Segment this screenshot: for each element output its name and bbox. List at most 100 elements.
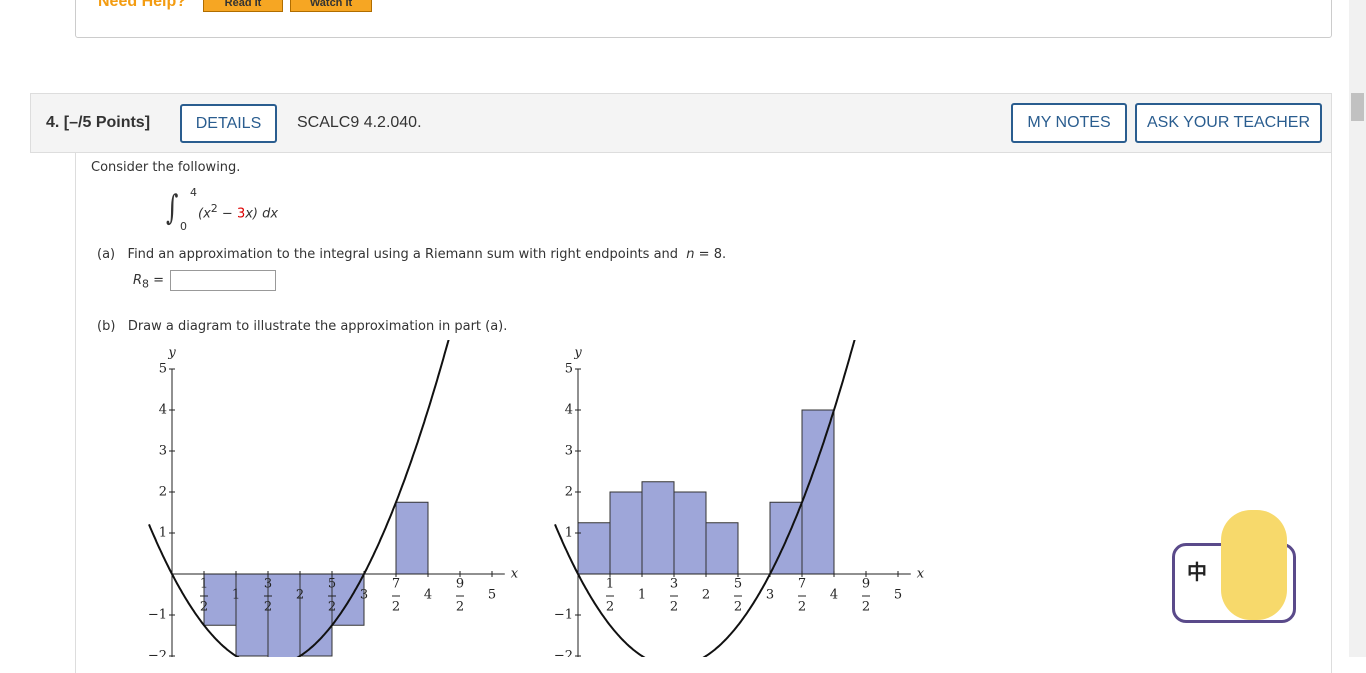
- question-number: 4. [–/5 Points]: [46, 114, 150, 132]
- x-tick-num: 5: [734, 577, 742, 592]
- bar: [577, 522, 611, 575]
- y-tick-label: 1: [565, 526, 573, 541]
- x-tick-den: 2: [606, 600, 614, 615]
- x-tick-num: 7: [798, 577, 806, 592]
- eq: =: [149, 273, 165, 288]
- integral: ∫ 4 0 (x2 − 3x) dx: [166, 186, 306, 236]
- x-tick-label: 2: [296, 588, 304, 603]
- exponent: 2: [210, 202, 218, 215]
- bar: [267, 573, 301, 657]
- watch-it-button[interactable]: Watch It: [290, 0, 372, 12]
- upper-limit: 4: [190, 186, 197, 199]
- x-tick-den: 2: [670, 600, 678, 615]
- y-tick-label: 2: [159, 485, 167, 500]
- sub: 8: [142, 277, 150, 291]
- need-help: Need Help?: [98, 0, 187, 10]
- number: 4.: [46, 114, 60, 131]
- part-a: (a) Find an approximation to the integra…: [97, 247, 726, 262]
- details-button[interactable]: DETAILS: [180, 104, 277, 143]
- y-axis-label: y: [167, 346, 176, 361]
- x-axis-label: x: [917, 567, 925, 582]
- answer-input[interactable]: [170, 270, 276, 291]
- scrollbar[interactable]: [1349, 0, 1366, 657]
- y-tick-label: 3: [159, 444, 167, 459]
- x-tick-label: 4: [424, 588, 432, 603]
- x-axis-label: x: [511, 567, 519, 582]
- y-tick-label: 3: [565, 444, 573, 459]
- scroll-thumb[interactable]: [1351, 93, 1364, 121]
- y-tick-label: −1: [554, 608, 573, 623]
- rest: x) dx: [245, 206, 279, 222]
- label: (a): [97, 247, 116, 262]
- y-axis-label: y: [573, 346, 582, 361]
- question-body: [75, 153, 1332, 673]
- x-tick-num: 3: [264, 577, 272, 592]
- x-tick-label: 4: [830, 588, 838, 603]
- graph-right: x y 1 2 1 3 2 2 5 2 3 7 2 4 9 2 5 −2 −1 1 2 3 4 5: [554, 340, 925, 658]
- x-tick-num: 3: [670, 577, 678, 592]
- x-tick-num: 9: [456, 577, 464, 592]
- n-var: n: [686, 247, 695, 262]
- points: [–/5 Points]: [63, 114, 151, 131]
- page: Need Help? Read It Watch It 4. [–/5 Poin…: [30, 0, 1366, 673]
- r: R: [133, 273, 143, 288]
- x-tick-label: 2: [702, 588, 710, 603]
- x-tick-den: 2: [264, 600, 272, 615]
- x-tick-den: 2: [328, 600, 336, 615]
- part-b: (b) Draw a diagram to illustrate the app…: [97, 319, 507, 334]
- question-code: SCALC9 4.2.040.: [297, 114, 422, 131]
- bar: [609, 491, 643, 575]
- x-tick-label: 3: [360, 588, 368, 603]
- y-tick-label: 5: [565, 362, 573, 377]
- bar: [203, 573, 237, 626]
- widget-label: 中: [1187, 560, 1207, 584]
- y-tick-label: 5: [159, 362, 167, 377]
- prompt: Consider the following.: [91, 160, 241, 175]
- my-notes-button[interactable]: MY NOTES: [1011, 103, 1127, 143]
- text: Draw a diagram to illustrate the approxi…: [127, 319, 508, 334]
- x-tick-den: 2: [734, 600, 742, 615]
- x-tick-den: 2: [456, 600, 464, 615]
- answer-label: R8 =: [133, 273, 164, 291]
- x-tick-den: 2: [200, 600, 208, 615]
- x-tick-den: 2: [862, 600, 870, 615]
- y-tick-label: 1: [159, 526, 167, 541]
- x-tick-label: 5: [488, 588, 496, 603]
- x-tick-num: 5: [328, 577, 336, 592]
- n-eq: = 8.: [694, 247, 727, 262]
- widget[interactable]: 中: [1172, 510, 1296, 623]
- base: (x: [198, 206, 211, 222]
- integral-sign: ∫: [166, 188, 179, 228]
- minus: −: [217, 206, 237, 222]
- lower-limit: 0: [180, 220, 187, 233]
- bar: [641, 481, 675, 575]
- bar: [673, 491, 707, 575]
- graph-left: x y 1 2 1 3 2 2 5 2 3 7 2 4 9 2 5 −2 −1 1 2 3 4 5: [148, 340, 519, 658]
- x-tick-label: 5: [894, 588, 902, 603]
- label: (b): [97, 319, 116, 334]
- x-tick-den: 2: [392, 600, 400, 615]
- integrand: (x2 − 3x) dx: [198, 202, 278, 221]
- curve: [554, 340, 856, 657]
- read-it-button[interactable]: Read It: [203, 0, 283, 12]
- x-tick-num: 1: [606, 577, 614, 592]
- y-tick-label: 4: [159, 403, 167, 418]
- curve: [148, 340, 450, 657]
- ask-teacher-button[interactable]: ASK YOUR TEACHER: [1135, 103, 1322, 143]
- avatar: [1221, 510, 1287, 620]
- x-tick-den: 2: [798, 600, 806, 615]
- y-tick-label: −2: [148, 649, 167, 658]
- y-tick-label: 2: [565, 485, 573, 500]
- bar: [705, 522, 739, 575]
- x-tick-label: 1: [638, 588, 646, 603]
- text: Find an approximation to the integral us…: [127, 247, 679, 262]
- y-tick-label: −2: [554, 649, 573, 658]
- y-tick-label: 4: [565, 403, 573, 418]
- prev-panel: [75, 0, 1332, 38]
- x-tick-num: 9: [862, 577, 870, 592]
- x-tick-num: 7: [392, 577, 400, 592]
- bar: [395, 501, 429, 575]
- y-tick-label: −1: [148, 608, 167, 623]
- bar: [801, 409, 835, 575]
- x-tick-label: 3: [766, 588, 774, 603]
